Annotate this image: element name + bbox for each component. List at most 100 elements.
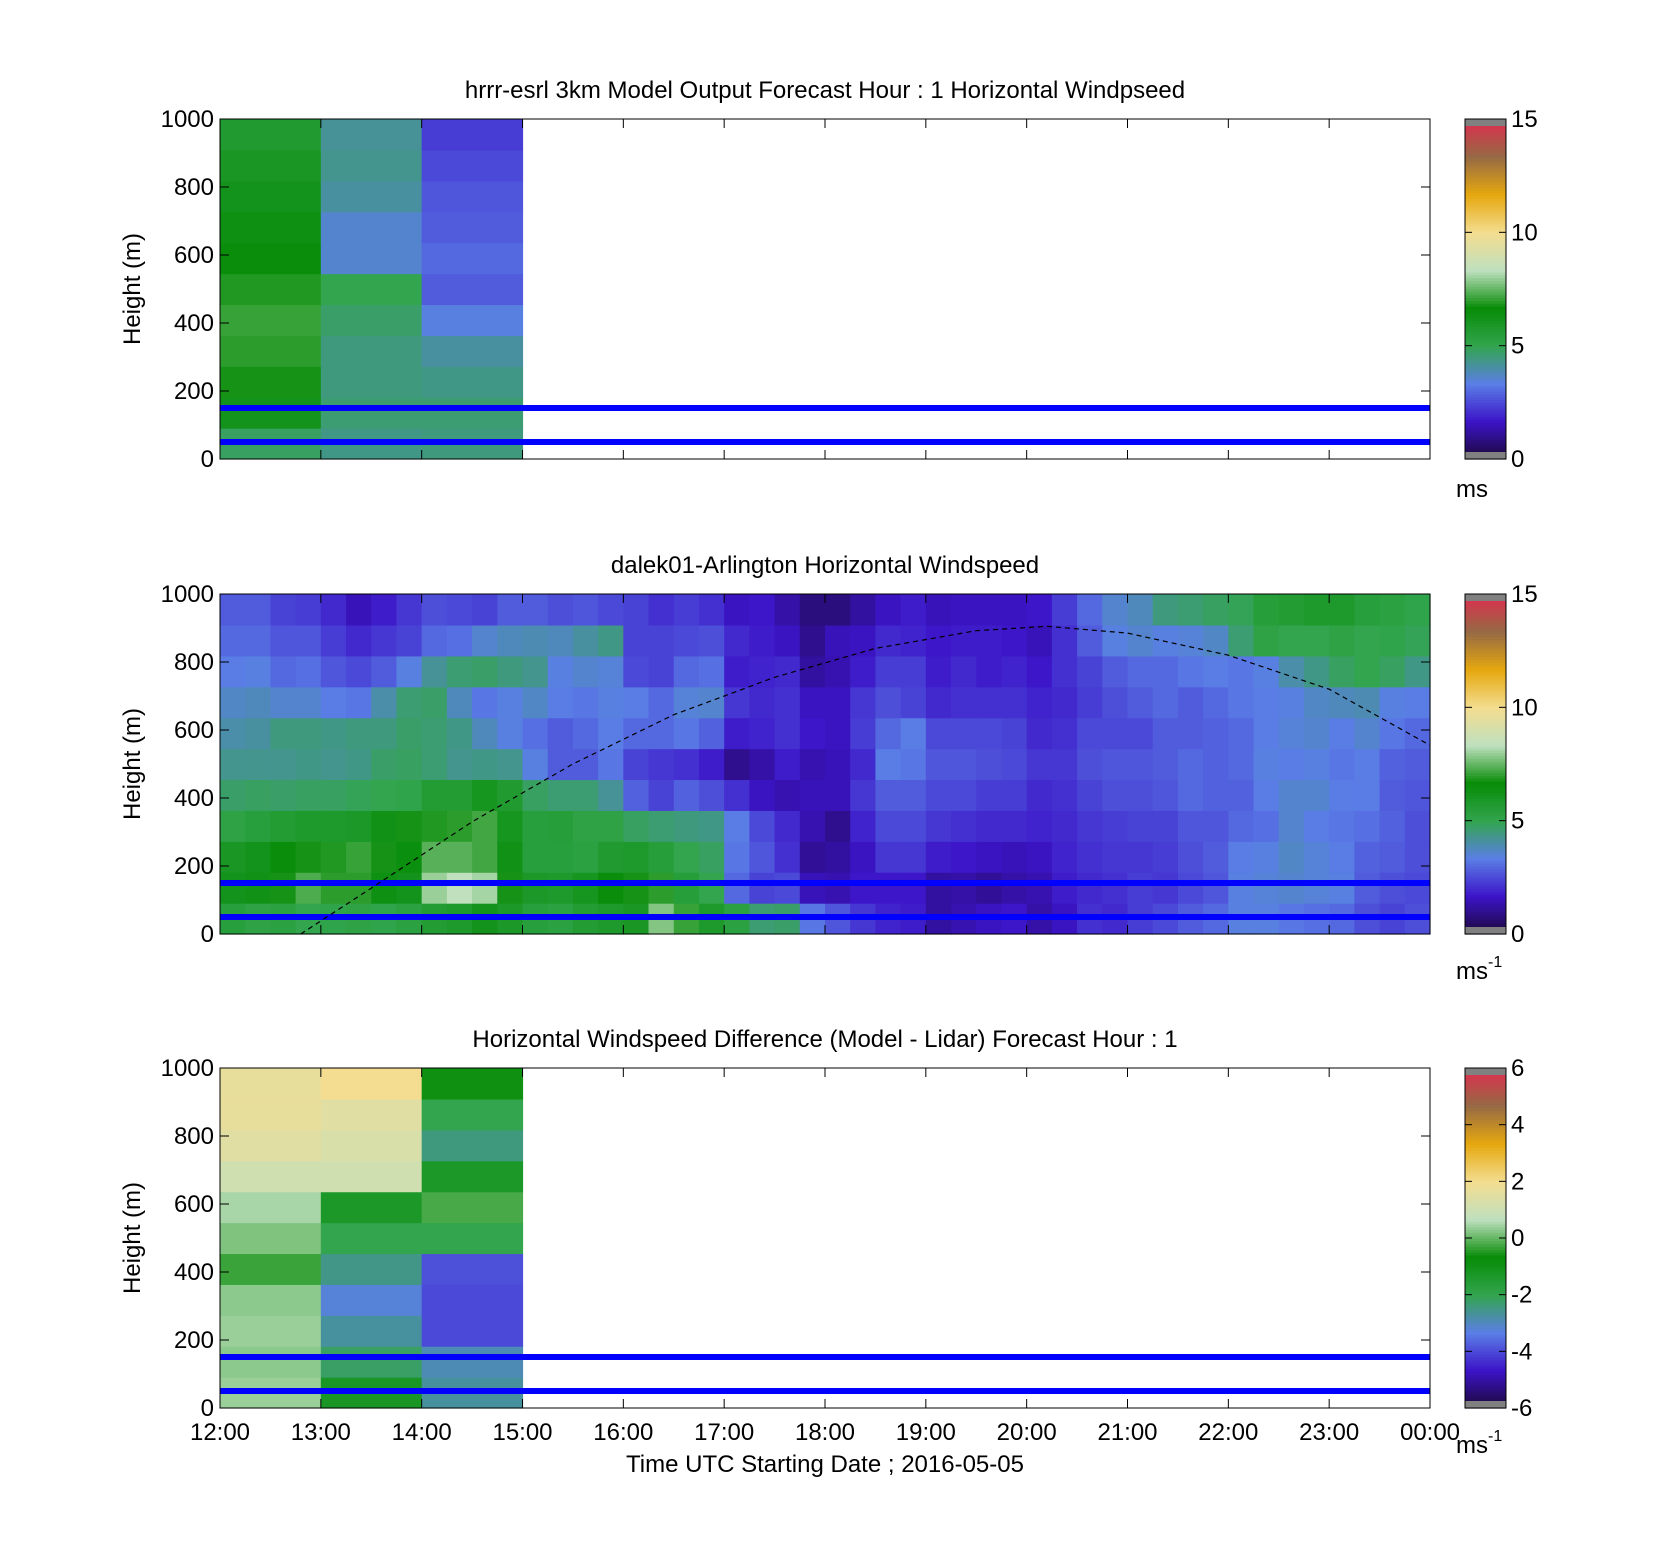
heatmap-cell: [1354, 872, 1381, 904]
heatmap-cell: [1379, 717, 1406, 750]
colorbar-segment: [1465, 172, 1506, 177]
heatmap-cell: [976, 810, 1003, 842]
colorbar-segment: [1465, 334, 1506, 338]
heatmap-cell: [900, 655, 927, 688]
heatmap-cell: [245, 717, 272, 750]
heatmap-cell: [1001, 717, 1028, 750]
heatmap-cell: [623, 655, 650, 688]
colorbar-segment: [1465, 1294, 1506, 1299]
colorbar-segment: [1465, 379, 1506, 384]
x-tick-label: 16:00: [593, 1419, 653, 1446]
colorbar-segment: [1465, 713, 1506, 717]
heatmap-cell: [472, 779, 498, 811]
heatmap-cell: [421, 242, 524, 275]
colorbar-segment: [1465, 1382, 1506, 1386]
heatmap-cell: [421, 1191, 524, 1224]
heatmap-cell: [1051, 779, 1078, 811]
panel-model-output: hrrr-esrl 3km Model Output Forecast Hour…: [119, 77, 1538, 503]
heatmap-cell: [220, 872, 246, 904]
heatmap-cell: [1026, 841, 1053, 873]
heatmap-cell: [1253, 872, 1280, 904]
heatmap-cell: [446, 686, 473, 719]
heatmap-cell: [799, 810, 826, 842]
heatmap-cell: [925, 841, 952, 873]
curve: [300, 625, 1431, 935]
heatmap-cell: [1127, 810, 1154, 842]
heatmap-cell: [698, 841, 725, 873]
colorbar-segment: [1465, 170, 1506, 174]
heatmap-cell: [1404, 810, 1431, 842]
colorbar-segment: [1465, 812, 1506, 816]
heatmap-cell: [774, 717, 801, 750]
colorbar-segment: [1465, 1189, 1506, 1194]
colorbar-segment: [1465, 1229, 1506, 1233]
colorbar-segment: [1465, 1147, 1506, 1151]
heatmap-cell: [875, 810, 902, 842]
colorbar-segment: [1465, 650, 1506, 655]
y-tick-label: 600: [174, 242, 214, 269]
colorbar-tick-label: -4: [1511, 1338, 1532, 1365]
heatmap-cell: [295, 594, 322, 626]
heatmap-cell: [1026, 594, 1053, 626]
y-tick-label: 600: [174, 1191, 214, 1218]
heatmap-cell: [1152, 841, 1179, 873]
colorbar-segment: [1465, 1374, 1506, 1378]
colorbar-segment: [1465, 1167, 1506, 1171]
x-tick-label: 17:00: [694, 1419, 754, 1446]
heatmap-cell: [371, 810, 398, 842]
colorbar-segment: [1465, 1198, 1506, 1202]
x-ticks: [219, 594, 1431, 934]
heatmap-cell: [951, 594, 977, 626]
y-ticks: 0 200 400 600 800 1000: [161, 1055, 1430, 1422]
heatmap-cell: [220, 748, 246, 781]
x-axis-label: Time UTC Starting Date ; 2016-05-05: [626, 1451, 1024, 1478]
heatmap-cell: [572, 872, 599, 904]
heatmap-cell: [522, 655, 549, 688]
colorbar-segment: [1465, 897, 1506, 901]
heatmap-cell: [1379, 810, 1406, 842]
heatmap-cell: [1379, 594, 1406, 626]
colorbar-segment: [1465, 846, 1506, 850]
heatmap-cell: [698, 624, 725, 657]
colorbar-segment: [1465, 673, 1506, 677]
colorbar-segment: [1465, 1215, 1506, 1219]
colorbar-segment: [1465, 1272, 1506, 1276]
heatmap-cell: [850, 717, 877, 750]
colorbar-segment: [1465, 229, 1506, 233]
heatmap-cell: [1102, 594, 1129, 626]
colorbar-segment: [1465, 325, 1506, 330]
heatmap-cell: [220, 1315, 322, 1347]
heatmap-cell: [497, 686, 524, 719]
colorbar-segment: [1465, 1235, 1506, 1239]
colorbar-segment: [1465, 444, 1506, 449]
heatmap-cell: [472, 624, 498, 657]
colorbar-segment: [1465, 1269, 1506, 1273]
heatmap-cell: [648, 810, 675, 842]
heatmap-cell: [346, 779, 372, 811]
heatmap-cell: [572, 594, 599, 626]
heatmap-cell: [497, 624, 524, 657]
heatmap-cell: [1077, 872, 1103, 904]
colorbar-segment: [1465, 866, 1506, 870]
heatmap-cell: [875, 841, 902, 873]
colorbar-segment: [1465, 1204, 1506, 1208]
colorbar-segment: [1465, 908, 1506, 912]
heatmap-cell: [547, 810, 574, 842]
colorbar-segment: [1465, 1359, 1506, 1364]
heatmap-cell: [220, 397, 322, 429]
reference-lines: [220, 405, 1430, 445]
colorbar-segment: [1465, 150, 1506, 154]
heatmap-cell: [1152, 686, 1179, 719]
colorbar-segment: [1465, 408, 1506, 412]
heatmap-cell: [1329, 624, 1355, 657]
colorbar-border: [1464, 118, 1507, 460]
colorbar-segment: [1465, 1240, 1506, 1245]
colorbar-segment: [1465, 727, 1506, 731]
colorbar-segment: [1465, 215, 1506, 219]
heatmap-cell: [1152, 624, 1179, 657]
colorbar-tick-label: 2: [1511, 1168, 1524, 1195]
colorbar-segment: [1465, 249, 1506, 253]
heatmap-cell: [472, 717, 498, 750]
heatmap-cell: [1228, 872, 1255, 904]
colorbar-segment: [1465, 630, 1506, 635]
